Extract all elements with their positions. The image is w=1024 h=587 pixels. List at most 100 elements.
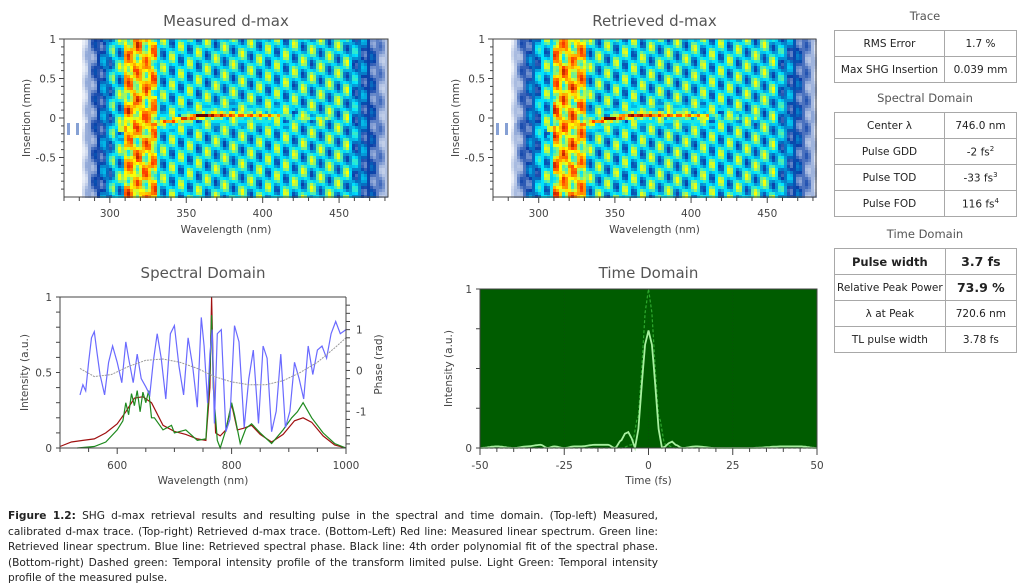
heatmap-cell: [286, 165, 289, 168]
heatmap-cell: [115, 78, 118, 81]
heatmap-cell: [244, 186, 247, 189]
heatmap-cell: [145, 192, 148, 195]
heatmap-cell: [313, 192, 316, 195]
heatmap-cell: [301, 144, 304, 147]
heatmap-cell: [343, 96, 346, 99]
heatmap-cell: [160, 66, 163, 69]
heatmap-cell: [142, 66, 145, 69]
heatmap-cell: [322, 171, 325, 174]
heatmap-cell: [253, 72, 256, 75]
heatmap-cell: [337, 120, 340, 123]
heatmap-cell: [112, 141, 115, 144]
heatmap-cell: [115, 147, 118, 150]
heatmap-cell: [67, 69, 70, 72]
heatmap-cell: [220, 192, 223, 195]
heatmap-cell: [97, 42, 100, 45]
heatmap-cell: [163, 51, 166, 54]
heatmap-cell: [211, 129, 214, 132]
heatmap-cell: [247, 186, 250, 189]
heatmap-cell: [82, 72, 85, 75]
heatmap-cell: [313, 99, 316, 102]
heatmap-cell: [88, 108, 91, 111]
heatmap-cell: [223, 189, 226, 192]
heatmap-cell: [136, 117, 139, 120]
heatmap-cell: [322, 159, 325, 162]
heatmap-cell: [214, 129, 217, 132]
heatmap-cell: [73, 117, 76, 120]
heatmap-cell: [241, 126, 244, 129]
heatmap-cell: [307, 141, 310, 144]
heatmap-cell: [172, 171, 175, 174]
heatmap-cell: [319, 87, 322, 90]
heatmap-cell: [244, 174, 247, 177]
heatmap-cell: [178, 102, 181, 105]
heatmap-cell: [316, 72, 319, 75]
heatmap-cell: [91, 42, 94, 45]
heatmap-cell: [307, 183, 310, 186]
heatmap-cell: [109, 150, 112, 153]
heatmap-cell: [184, 183, 187, 186]
heatmap-cell: [214, 117, 217, 120]
heatmap-cell: [316, 159, 319, 162]
heatmap-cell: [280, 45, 283, 48]
heatmap-cell: [121, 159, 124, 162]
heatmap-cell: [169, 39, 172, 42]
heatmap-cell: [265, 105, 268, 108]
heatmap-cell: [85, 93, 88, 96]
heatmap-cell: [151, 144, 154, 147]
heatmap-cell: [220, 111, 223, 114]
heatmap-cell: [298, 129, 301, 132]
heatmap-cell: [301, 138, 304, 141]
heatmap-cell: [226, 150, 229, 153]
heatmap-cell: [67, 66, 70, 69]
heatmap-cell: [88, 99, 91, 102]
heatmap-cell: [325, 138, 328, 141]
heatmap-cell: [214, 150, 217, 153]
heatmap-cell: [130, 141, 133, 144]
heatmap-cell: [319, 144, 322, 147]
heatmap-cell: [286, 147, 289, 150]
heatmap-cell: [229, 66, 232, 69]
heatmap-cell: [79, 69, 82, 72]
heatmap-cell: [166, 87, 169, 90]
heatmap-cell: [136, 183, 139, 186]
heatmap-cell: [178, 51, 181, 54]
heatmap-cell: [244, 102, 247, 105]
heatmap-cell: [160, 141, 163, 144]
heatmap-cell: [220, 165, 223, 168]
heatmap-cell: [127, 81, 130, 84]
heatmap-cell: [325, 51, 328, 54]
heatmap-cell: [277, 66, 280, 69]
heatmap-cell: [244, 63, 247, 66]
heatmap-cell: [181, 78, 184, 81]
heatmap-cell: [322, 69, 325, 72]
heatmap-cell: [175, 111, 178, 114]
heatmap-cell: [178, 78, 181, 81]
heatmap-cell: [124, 60, 127, 63]
heatmap-cell: [163, 186, 166, 189]
heatmap-cell: [148, 45, 151, 48]
heatmap-cell: [127, 186, 130, 189]
heatmap-cell: [232, 51, 235, 54]
heatmap-cell: [97, 126, 100, 129]
heatmap-cell: [280, 111, 283, 114]
heatmap-cell: [199, 180, 202, 183]
heatmap-cell: [151, 126, 154, 129]
heatmap-cell: [103, 156, 106, 159]
heatmap-cell: [139, 168, 142, 171]
heatmap-cell: [169, 129, 172, 132]
heatmap-cell: [313, 102, 316, 105]
heatmap-cell: [319, 45, 322, 48]
heatmap-cell: [322, 135, 325, 138]
heatmap-cell: [160, 150, 163, 153]
heatmap-cell: [277, 147, 280, 150]
heatmap-cell: [76, 171, 79, 174]
heatmap-cell: [130, 132, 133, 135]
heatmap-cell: [313, 93, 316, 96]
heatmap-cell: [148, 93, 151, 96]
heatmap-cell: [298, 39, 301, 42]
heatmap-cell: [256, 147, 259, 150]
heatmap-cell: [211, 102, 214, 105]
heatmap-cell: [169, 84, 172, 87]
heatmap-cell: [274, 42, 277, 45]
